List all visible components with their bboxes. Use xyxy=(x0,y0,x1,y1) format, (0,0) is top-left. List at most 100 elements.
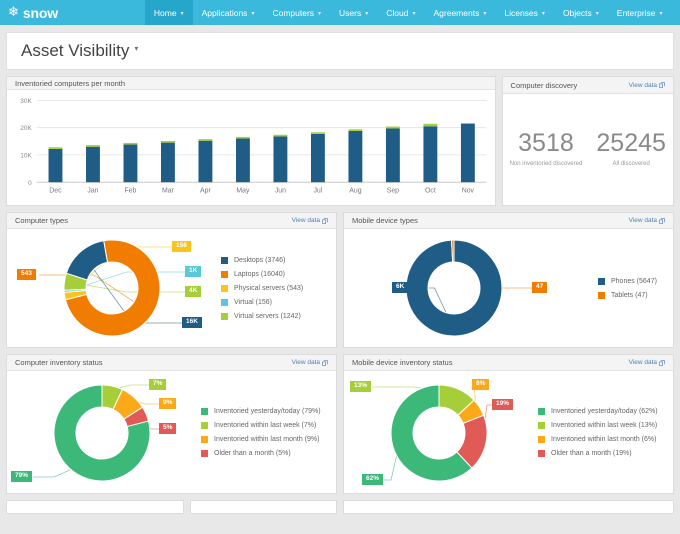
panel-body: 16K 543 156 1K 4K Desktops (3746) Laptops (16… xyxy=(7,229,336,347)
chevron-down-icon: ▾ xyxy=(541,11,545,17)
donut-leader-line xyxy=(39,274,150,313)
nav-item-label: Home xyxy=(153,7,177,18)
svg-text:Sep: Sep xyxy=(387,186,399,194)
legend-label: Virtual (156) xyxy=(234,298,273,306)
svg-text:Mar: Mar xyxy=(162,186,175,194)
view-data-link[interactable]: View data xyxy=(292,359,328,366)
legend-color-swatch xyxy=(538,449,545,457)
donut-slice[interactable] xyxy=(450,239,455,263)
view-data-label: View data xyxy=(628,359,657,366)
donut-value-label: 156 xyxy=(172,241,191,252)
brand-logo[interactable]: ❄ snow xyxy=(0,0,68,25)
panel-computer-inventory-status: Computer inventory status View data 79% 7… xyxy=(6,354,337,494)
svg-text:20K: 20K xyxy=(20,125,32,132)
legend-label: Physical servers (543) xyxy=(234,284,304,292)
svg-text:0: 0 xyxy=(28,180,32,187)
donut-slice[interactable] xyxy=(64,239,161,337)
stat-label: Non inventoried discovered xyxy=(509,160,583,167)
panel-mobile-device-inventory-status: Mobile device inventory status View data… xyxy=(343,354,674,494)
svg-text:May: May xyxy=(236,186,250,194)
donut-value-label: 6K xyxy=(392,282,409,293)
legend-item[interactable]: Phones (5647) xyxy=(598,277,657,285)
chevron-down-icon: ▾ xyxy=(251,11,255,17)
view-data-link[interactable]: View data xyxy=(629,359,665,366)
legend-label: Inventoried yesterday/today (62%) xyxy=(551,407,658,415)
legend-item[interactable]: Virtual servers (1242) xyxy=(221,312,303,320)
panel-header: Computer inventory status View data xyxy=(7,355,336,371)
donut-slice[interactable] xyxy=(405,239,503,337)
legend-color-swatch xyxy=(221,256,228,264)
donut-leader-line xyxy=(33,467,76,478)
panel-title: Computer discovery xyxy=(510,80,578,90)
donut-value-label: 79% xyxy=(11,471,33,482)
view-data-link[interactable]: View data xyxy=(292,217,328,224)
svg-text:Apr: Apr xyxy=(200,186,211,194)
external-link-icon xyxy=(659,359,665,366)
svg-text:Jun: Jun xyxy=(275,186,286,194)
legend-item[interactable]: Tablets (47) xyxy=(598,291,657,299)
svg-text:Jan: Jan xyxy=(87,186,98,194)
legend-color-swatch xyxy=(598,291,605,299)
panel-computer-discovery: Computer discovery View data 3518 Non in… xyxy=(501,76,674,206)
legend-item[interactable]: Older than a month (19%) xyxy=(538,449,658,457)
svg-text:Feb: Feb xyxy=(124,186,136,194)
legend-item[interactable]: Inventoried within last month (9%) xyxy=(201,435,321,443)
nav-item-applications[interactable]: Applications ▾ xyxy=(193,0,264,25)
donut-value-label: 13% xyxy=(350,381,372,392)
nav-item-label: Cloud xyxy=(386,7,409,18)
legend-item[interactable]: Inventoried within last week (7%) xyxy=(201,421,321,429)
legend-item[interactable]: Inventoried yesterday/today (79%) xyxy=(201,407,321,415)
nav-item-label: Agreements xyxy=(433,7,480,18)
nav-item-objects[interactable]: Objects ▾ xyxy=(554,0,608,25)
legend-color-swatch xyxy=(538,435,545,443)
panel-body: 62% 13% 6% 19% Inventoried yesterday/today … xyxy=(344,371,673,493)
legend-label: Inventoried within last week (13%) xyxy=(551,421,658,429)
donut-slice[interactable] xyxy=(65,240,109,281)
panel-mobile-device-types: Mobile device types View data 6K 47 Phone… xyxy=(343,212,674,348)
stat-value: 3518 xyxy=(518,128,574,157)
legend-color-swatch xyxy=(221,312,228,320)
computer-types-donut-chart: 16K 543 156 1K 4K xyxy=(7,229,217,347)
nav-item-reports[interactable]: Reports ▾ xyxy=(672,0,680,25)
view-data-link[interactable]: View data xyxy=(629,82,665,89)
nav-item-enterprise[interactable]: Enterprise ▾ xyxy=(608,0,672,25)
donut-slice[interactable] xyxy=(53,384,151,482)
nav-item-label: Licenses xyxy=(504,7,538,18)
legend-item[interactable]: Desktops (3746) xyxy=(221,256,303,264)
donut-svg xyxy=(39,239,185,337)
legend-label: Older than a month (5%) xyxy=(214,449,291,457)
nav-item-users[interactable]: Users ▾ xyxy=(330,0,377,25)
legend-color-swatch xyxy=(201,407,208,415)
nav-item-computers[interactable]: Computers ▾ xyxy=(263,0,330,25)
stat-label: All discovered xyxy=(612,160,650,167)
nav-item-agreements[interactable]: Agreements ▾ xyxy=(425,0,496,25)
view-data-link[interactable]: View data xyxy=(629,217,665,224)
chevron-down-icon: ▾ xyxy=(318,11,322,17)
legend-item[interactable]: Laptops (16040) xyxy=(221,270,303,278)
nav-item-label: Objects xyxy=(562,7,592,18)
legend-item[interactable]: Inventoried within last month (6%) xyxy=(538,435,658,443)
chevron-down-icon[interactable]: ▾ xyxy=(134,43,139,53)
legend-item[interactable]: Inventoried within last week (13%) xyxy=(538,421,658,429)
inventoried-computers-bar-chart: 0 10K 20K 30K Dec Jan Feb Mar Apr May Jun Jul Aug Sep… xyxy=(20,98,495,195)
nav-item-cloud[interactable]: Cloud ▾ xyxy=(377,0,424,25)
chevron-down-icon: ▾ xyxy=(659,11,663,17)
svg-text:Nov: Nov xyxy=(462,186,475,194)
donut-value-label: 7% xyxy=(149,379,167,390)
nav-item-home[interactable]: Home ▾ xyxy=(144,0,193,25)
svg-text:Oct: Oct xyxy=(425,186,436,194)
nav-item-licenses[interactable]: Licenses ▾ xyxy=(495,0,554,25)
dashboard-row-1: Inventoried computers per month 0 10K 20K 3… xyxy=(6,76,674,206)
legend-item[interactable]: Older than a month (5%) xyxy=(201,449,321,457)
mobile-device-inventory-status-donut-chart: 62% 13% 6% 19% xyxy=(344,371,534,493)
donut-svg xyxy=(33,384,159,482)
donut-slice[interactable] xyxy=(390,384,473,482)
panel-inventoried-computers: Inventoried computers per month 0 10K 20K 3… xyxy=(6,76,496,206)
dashboard-row-2: Computer types View data 16K 543 156 1K 4K D… xyxy=(6,212,674,348)
panel-body: 79% 7% 9% 5% Inventoried yesterday/today (7… xyxy=(7,371,336,493)
svg-text:30K: 30K xyxy=(20,98,32,105)
legend-item[interactable]: Virtual (156) xyxy=(221,298,303,306)
legend-label: Virtual servers (1242) xyxy=(234,312,301,320)
legend-item[interactable]: Physical servers (543) xyxy=(221,284,304,292)
legend-item[interactable]: Inventoried yesterday/today (62%) xyxy=(538,407,658,415)
